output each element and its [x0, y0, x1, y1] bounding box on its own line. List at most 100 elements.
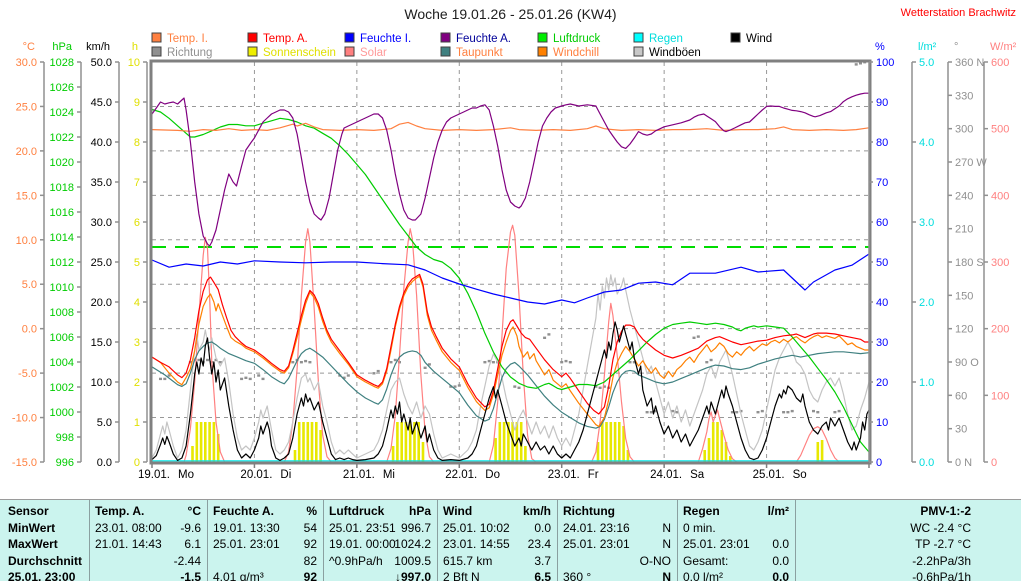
direction-dot: [859, 62, 862, 65]
axis-tick-label: 80: [876, 137, 888, 149]
wind-swatch-icon: [730, 32, 741, 43]
cell-pmv-25012300-value: -0.6hPa/1h: [912, 570, 971, 581]
cell-regen-durchschnitt-value: 0.0: [772, 553, 789, 568]
axis-lm: l/m² 5.0 4.0 3.0 2.0 1.0 0.0: [911, 41, 937, 469]
axis-tick-label: 30.0: [91, 217, 112, 229]
series-feuchte-a: [152, 92, 869, 247]
axis-tick-label: 210: [955, 224, 973, 236]
axis-tick-label: 35.0: [91, 177, 112, 189]
sunshine-bar: [626, 450, 630, 462]
axis-tick-label: 10.0: [91, 377, 112, 389]
axis-tick-label: 300: [991, 257, 1009, 269]
sunshine-bar: [319, 430, 322, 462]
sunshine-bar: [195, 422, 199, 462]
axis-tick-label: 0: [134, 457, 140, 469]
axis-C: °C 30.0 25.0 20.0 15.0 10.0 5.0 0.0 -5.0 -10.0 -15…: [12, 41, 45, 469]
sunshine-bar: [596, 442, 600, 462]
row-label: MaxWert: [8, 537, 58, 552]
direction-dot: [782, 411, 786, 414]
axis-tick-label: 0 N: [955, 457, 972, 469]
legend-item-temp-a: Temp. A.: [247, 32, 308, 45]
direction-dot: [346, 374, 350, 377]
axis-tick-label: 1000: [50, 407, 74, 419]
cell-feuchte-a-minwert-value: 54: [303, 520, 317, 535]
sunshine-bar: [208, 422, 211, 462]
cell-temp-a-minwert-time: 23.01. 08:00: [95, 520, 162, 535]
axis-tick-label: 5: [134, 257, 140, 269]
sunshine-bar: [413, 422, 416, 462]
axis-tick-label: 1008: [50, 307, 74, 319]
direction-dot: [188, 361, 192, 364]
axis-tick-label: 1022: [50, 132, 74, 144]
sunshine-bar: [494, 438, 497, 462]
axis-unit-label: W/m²: [990, 41, 1017, 53]
direction-dot: [167, 374, 171, 377]
legend-label-feuchte-a: Feuchte A.: [456, 33, 511, 45]
direction-dot: [709, 358, 713, 362]
legend-label-temp-i: Temp. I.: [167, 33, 208, 45]
cell-wind-maxwert-time: 23.01. 14:55: [443, 537, 510, 552]
day-label-weekday: Di: [280, 469, 291, 481]
direction-dot: [427, 363, 431, 366]
series-taupunkt: [152, 341, 869, 429]
sunshine-bar: [408, 422, 412, 462]
cell-feuchte-a-maxwert-time: 25.01. 23:01: [213, 537, 280, 552]
axis-tick-label: 1004: [50, 357, 74, 369]
direction-dot: [730, 411, 734, 414]
sunshine-bar: [315, 422, 318, 462]
cell-pmv-maxwert-value: TP -2.7 °C: [915, 537, 971, 552]
axis-tick-label: 1016: [50, 207, 74, 219]
sunshine-bar: [703, 450, 706, 462]
series-feuchte-i: [152, 253, 869, 305]
axis-tick-label: 10: [128, 57, 140, 69]
direction-dot: [654, 409, 658, 413]
direction-dot: [564, 359, 568, 363]
col-header-temp-a: Temp. A.: [95, 504, 145, 518]
sunshine-bar: [216, 434, 220, 462]
cell-wind-minwert-time: 25.01. 10:02: [443, 520, 510, 535]
series-temp-i: [152, 121, 869, 132]
direction-dot: [560, 361, 564, 364]
direction-dot: [671, 409, 675, 413]
direction-dot: [240, 377, 244, 381]
plot-frame: [149, 59, 872, 465]
axis-tick-label: 30: [876, 337, 888, 349]
axis-unit-label: %: [875, 41, 885, 53]
x-axis: 19.01. Mo 20.01. Di 21.01. Mi 22.01. Do 23.01. Fr…: [138, 463, 870, 481]
legend-label-solar: Solar: [360, 47, 387, 59]
direction-dot: [692, 336, 696, 339]
direction-dot: [598, 386, 602, 389]
axis-hPa: hPa 1028 1026 1024 1022 1020 1018 1016 1014 1012 1…: [50, 41, 82, 469]
cell-richtung-maxwert-value: N: [662, 537, 671, 552]
axis-tick-label: 15.0: [16, 190, 37, 202]
cell-luftdruck-minwert-value: 996.7: [400, 520, 431, 535]
axis-tick-label: 20.0: [16, 146, 37, 158]
axis-tick-label: 300: [955, 124, 973, 136]
axis-tick-label: 5.0: [919, 57, 934, 69]
cell-regen-minwert-time: 0 min.: [683, 520, 716, 535]
axis-tick-label: 60: [955, 390, 967, 402]
windboeen-swatch-icon: [633, 46, 644, 57]
axis-tick-label: 1020: [50, 157, 74, 169]
direction-dot: [812, 409, 815, 413]
cell-temp-a-minwert-value: -9.6: [180, 520, 201, 535]
axis-: ° 360 N 330 300 270 W 240 210 180 S 150 120 90 O 60…: [947, 41, 987, 469]
sunshine-bar: [306, 422, 310, 462]
sunshine-bar: [707, 438, 711, 462]
sunshine-bar: [729, 456, 732, 462]
legend-label-wind: Wind: [746, 33, 772, 45]
cell-wind-25012300-time: 2 Bft N: [443, 570, 480, 581]
axis-tick-label: 20: [876, 377, 888, 389]
day-label-date: 22.01.: [445, 469, 477, 481]
sunshine-bar: [310, 422, 314, 462]
direction-dot: [257, 374, 261, 377]
direction-dot: [218, 361, 222, 364]
col-header-unit-pmv: PMV-1:-2: [920, 504, 971, 518]
taupunkt-swatch-icon: [440, 46, 451, 57]
legend-label-luftdruck: Luftdruck: [553, 33, 601, 45]
legend-label-taupunkt: Taupunkt: [456, 47, 503, 59]
axis-unit-label: °C: [23, 41, 35, 53]
cell-wind-minwert-value: 0.0: [534, 520, 551, 535]
series-wind: [152, 321, 869, 461]
